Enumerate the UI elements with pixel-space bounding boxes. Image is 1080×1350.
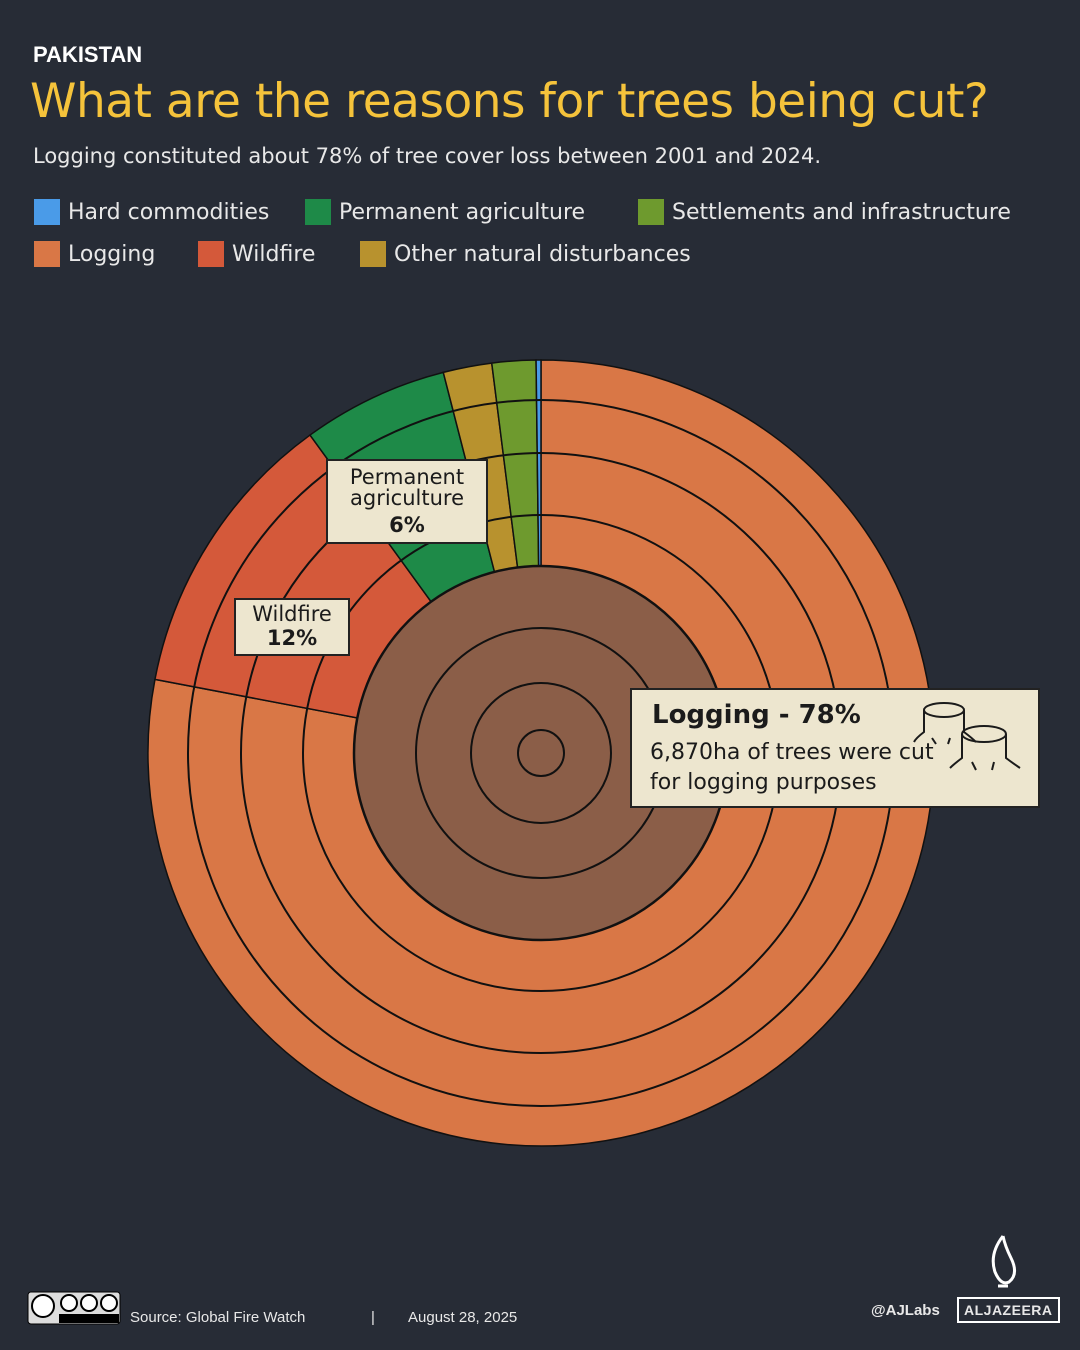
date: August 28, 2025 [408,1309,518,1326]
annotation: Logging - 78% 6,870ha of trees were cut … [630,688,1040,808]
annotation-title: Wildfire [252,602,332,626]
legend-label: Permanent agriculture [339,199,586,225]
annotation-title: Logging - 78% [652,700,861,730]
annotation-label: 12% [266,626,318,650]
legend-swatch [638,199,664,225]
annotation: Permanent agriculture 6% [326,459,488,544]
legend-label: Settlements and infrastructure [672,199,1011,225]
stump-icon [913,702,1021,771]
legend-swatch [34,199,60,225]
legend-swatch [305,199,331,225]
legend-item: Wildfire [198,241,315,267]
tree-ring [517,729,565,777]
legend-label: Logging [68,241,156,267]
chart-title: What are the reasons for trees being cut… [30,74,989,129]
annotation-label: 6,870ha of trees were cut for logging pu… [650,740,934,795]
brand: ALJAZEERA [957,1297,1060,1323]
legend-swatch [360,241,386,267]
legend-item: Permanent agriculture [305,199,585,225]
legend-label: Hard commodities [68,199,270,225]
annotation-title: Permanent agriculture [349,465,465,510]
legend-swatch [34,241,60,267]
legend-swatch [198,241,224,267]
legend-item: Hard commodities [34,199,269,225]
legend-item: Logging [34,241,155,267]
legend-label: Other natural disturbances [394,241,691,267]
source: Source: Global Fire Watch [130,1309,306,1326]
logo [991,1235,1016,1288]
legend-label: Wildfire [232,241,316,267]
legend-item: Settlements and infrastructure [638,199,1011,225]
legend-item: Other natural disturbances [360,241,691,267]
annotation-label: 6% [389,513,425,537]
separator: | [371,1309,375,1326]
credit: @AJLabs [871,1302,940,1319]
annotation: Wildfire 12% [234,598,350,656]
subtitle: Logging constituted about 78% of tree co… [33,144,822,168]
tree-ring [470,682,612,824]
cc-badge [27,1291,121,1325]
kicker: PAKISTAN [33,42,143,67]
